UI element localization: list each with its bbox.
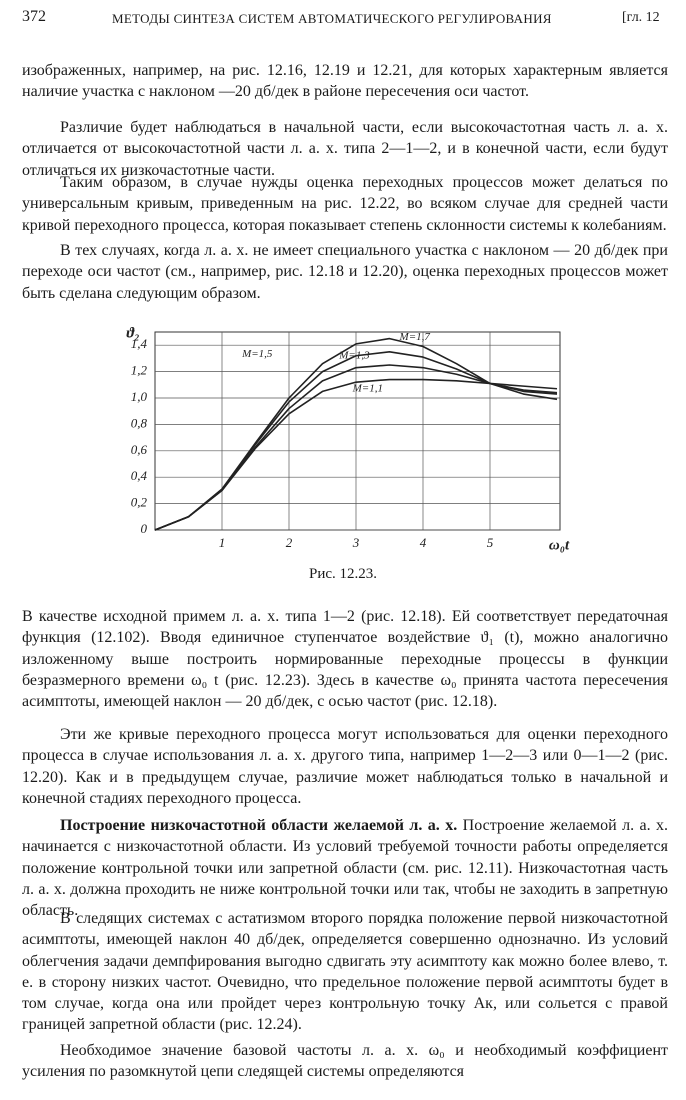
- paragraph: Таким образом, в случае нужды оценка пер…: [22, 174, 668, 234]
- paragraph: Необходимое значение базовой частоты л. …: [22, 1042, 668, 1081]
- y-tick-label: 1,4: [131, 336, 148, 351]
- y-tick-label: 0,2: [131, 495, 148, 510]
- figure-caption: Рис. 12.23.: [308, 566, 378, 582]
- run-in-heading: Построение низкочастотной области желаем…: [60, 817, 458, 834]
- x-axis-label: ω₀t: [549, 537, 570, 553]
- plot-frame: [154, 331, 561, 531]
- series-label: M=1,5: [241, 348, 273, 360]
- x-tick-label: 5: [487, 535, 494, 550]
- y-tick-label: 1,2: [131, 363, 148, 378]
- paragraph: Построение низкочастотной области желаем…: [22, 815, 668, 921]
- line-series: [154, 337, 558, 531]
- page-number: 372: [22, 8, 46, 25]
- x-tick-label: 4: [420, 535, 427, 550]
- y-tick-label: 1,0: [131, 389, 148, 404]
- paragraph: В следящих системах с астатизмом второго…: [22, 910, 668, 1034]
- paragraph: В качестве исходной примем л. а. х. типа…: [22, 608, 668, 711]
- paragraph: Эти же кривые переходного процесса могут…: [22, 726, 668, 807]
- series-label: M=1,7: [399, 331, 431, 343]
- x-tick-label: 1: [219, 535, 226, 550]
- y-tick-label: 0,4: [131, 468, 148, 483]
- series-label: M=1,1: [352, 382, 383, 394]
- series-label: M=1,3: [338, 349, 370, 361]
- y-tick-label: 0: [141, 521, 148, 536]
- paragraph: изображенных, например, на рис. 12.16, 1…: [22, 62, 668, 101]
- y-tick-label: 0,6: [131, 442, 148, 457]
- y-axis-label: ϑ₂: [126, 325, 139, 341]
- paragraph: В тех случаях, когда л. а. х. не имеет с…: [22, 242, 668, 302]
- paragraph: Различие будет наблюдаться в начальной ч…: [22, 119, 668, 179]
- y-tick-label: 0,8: [131, 415, 148, 430]
- x-tick-label: 3: [352, 535, 360, 550]
- paragraph-text: Построение желаемой л. а. х. начинается …: [22, 817, 669, 920]
- x-tick-label: 2: [286, 535, 293, 550]
- chart: 0 0,2 0,4 0,6 0,8 1,0 1,2 1,4 1 2 3 4 5 ω₀t ϑ₂ M=1,1 M=1…: [126, 325, 570, 553]
- running-title: МЕТОДЫ СИНТЕЗА СИСТЕМ АВТОМАТИЧЕСКОГО РЕ…: [112, 11, 552, 26]
- chapter: [гл. 12: [622, 10, 660, 25]
